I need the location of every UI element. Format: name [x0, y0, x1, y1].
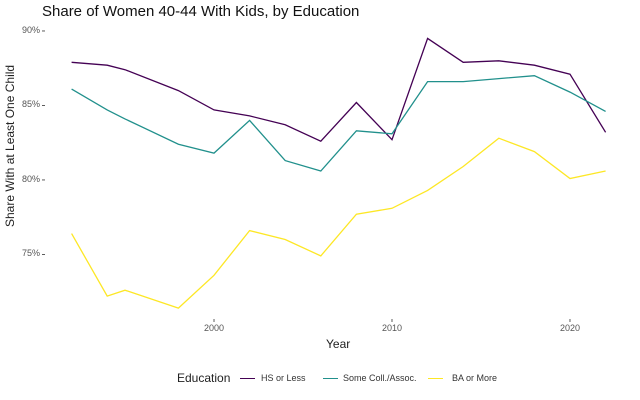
y-tick-label: 80%: [21, 173, 40, 184]
legend-key-ba-or-more: [428, 378, 443, 379]
legend-label-hs-or-less: HS or Less: [261, 373, 306, 383]
y-tick-label: 75%: [21, 248, 40, 259]
legend-label-some-college: Some Coll./Assoc.: [343, 373, 417, 383]
x-tick-label: 2010: [381, 323, 402, 333]
x-tick-label: 2020: [559, 323, 580, 333]
series-line-ba-or-more: [71, 137, 606, 309]
y-tick-label: 90%: [21, 24, 40, 35]
x-axis-label: Year: [326, 337, 351, 351]
legend-label-ba-or-more: BA or More: [452, 373, 498, 383]
series-line-some-coll-assoc: [71, 75, 606, 172]
x-tick-label: 2000: [203, 323, 225, 333]
chart-title: Share of Women 40-44 With Kids, by Educa…: [42, 3, 360, 20]
legend-title: Education: [177, 371, 231, 385]
legend-key-hs-or-less: [240, 378, 255, 379]
legend-key-some-college: [323, 378, 338, 379]
y-tick-label: 85%: [21, 99, 40, 110]
series-line-hs-or-less: [71, 37, 607, 142]
